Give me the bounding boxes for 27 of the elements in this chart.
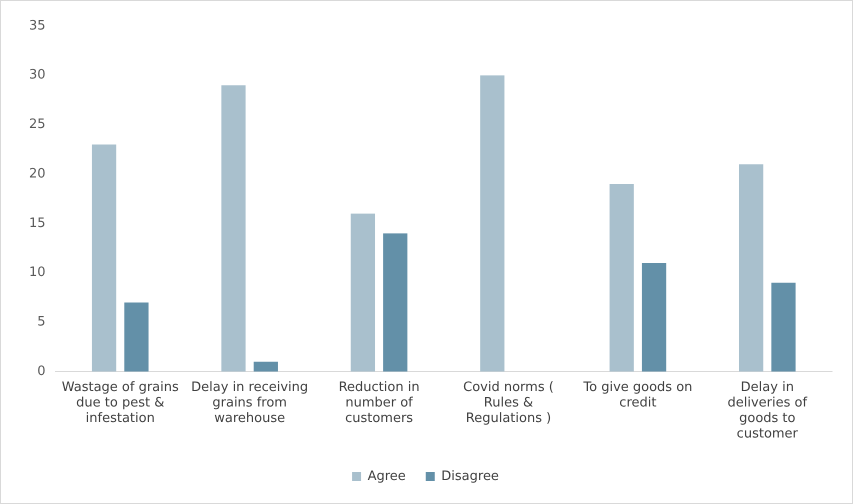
y-tick-label: 5 <box>37 314 46 330</box>
y-tick-label: 0 <box>37 364 46 379</box>
bar <box>124 302 149 372</box>
bar <box>350 214 376 372</box>
y-tick-label: 10 <box>28 265 46 280</box>
y-tick-label: 15 <box>28 216 46 231</box>
bar <box>254 362 278 372</box>
x-tick-label: Reduction in number of customers <box>338 380 420 426</box>
x-tick-label: Wastage of grains due to pest & infestation <box>62 380 179 426</box>
x-tick-label: Delay in deliveries of goods to customer <box>728 380 808 442</box>
bar <box>383 233 408 372</box>
y-tick-label: 20 <box>28 166 46 182</box>
x-tick-label: Covid norms ( Rules & Regulations ) <box>463 380 554 426</box>
x-tick-label: To give goods on credit <box>582 380 692 410</box>
bar <box>642 262 666 372</box>
x-tick-label: Delay in receiving grains from warehouse <box>191 380 308 426</box>
y-tick-label: 25 <box>28 117 46 132</box>
y-tick-label: 35 <box>28 18 46 34</box>
bar <box>610 184 634 372</box>
legend-label: Agree <box>368 468 406 484</box>
bar <box>92 144 116 372</box>
legend-label: Disagree <box>441 468 499 484</box>
bar <box>480 75 504 372</box>
y-tick-label: 30 <box>28 68 46 83</box>
bar <box>738 164 764 372</box>
bar <box>221 85 246 372</box>
bar <box>771 282 796 372</box>
